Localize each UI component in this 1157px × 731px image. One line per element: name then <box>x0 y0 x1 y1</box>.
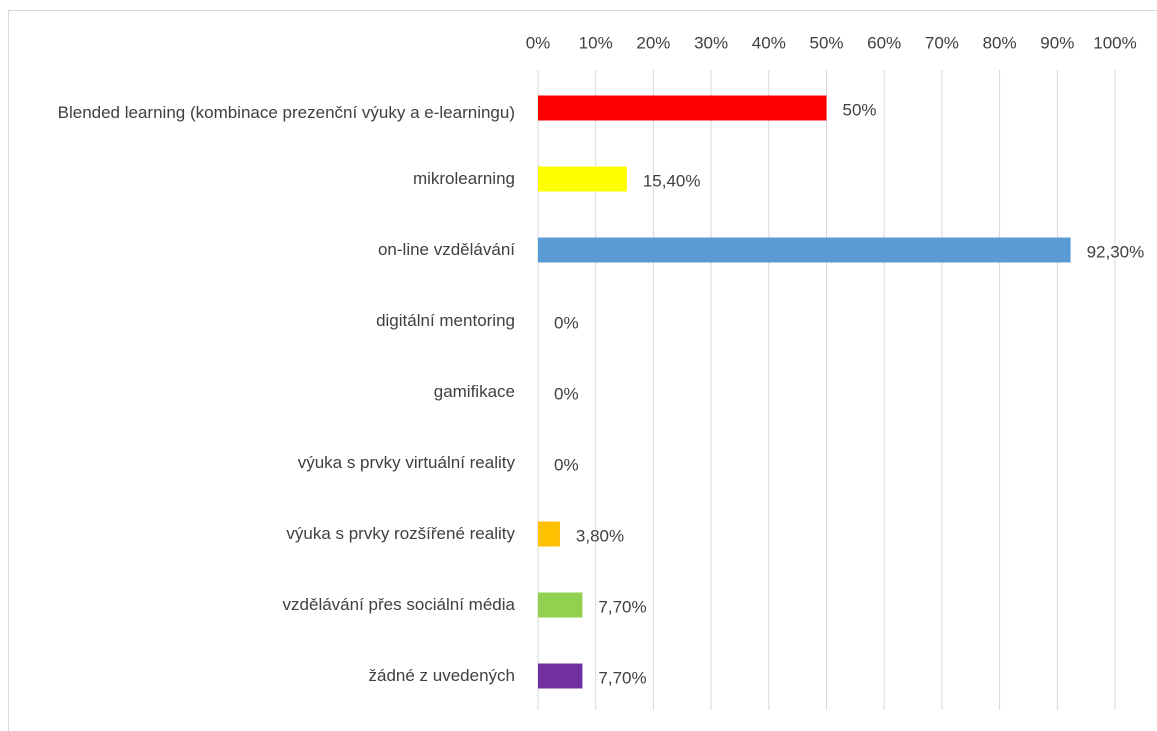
category-label: žádné z uvedených <box>368 666 516 685</box>
data-label: 0% <box>554 384 579 403</box>
category-label: výuka s prvky virtuální reality <box>297 453 515 472</box>
bar <box>538 592 583 618</box>
bar <box>538 166 627 192</box>
category-label: gamifikace <box>433 382 515 401</box>
x-tick-label: 20% <box>636 33 670 52</box>
data-label: 7,70% <box>598 668 646 687</box>
x-tick-label: 40% <box>752 33 786 52</box>
bar <box>538 521 560 547</box>
x-tick-label: 30% <box>694 33 728 52</box>
x-tick-label: 0% <box>526 33 551 52</box>
bar <box>538 663 583 689</box>
bar <box>538 95 827 121</box>
x-tick-label: 10% <box>579 33 613 52</box>
data-label: 50% <box>843 100 877 119</box>
data-label: 7,70% <box>598 597 646 616</box>
x-tick-label: 50% <box>809 33 843 52</box>
x-tick-label: 70% <box>925 33 959 52</box>
x-tick-label: 90% <box>1040 33 1074 52</box>
data-label: 3,80% <box>576 526 624 545</box>
bar <box>538 237 1071 263</box>
category-label: digitální mentoring <box>376 311 515 330</box>
data-label: 92,30% <box>1087 242 1145 261</box>
category-label: vzdělávání přes sociální média <box>282 595 515 614</box>
data-label: 15,40% <box>643 171 701 190</box>
x-tick-label: 60% <box>867 33 901 52</box>
chart-frame <box>8 10 1157 731</box>
data-label: 0% <box>554 313 579 332</box>
x-tick-label: 100% <box>1093 33 1136 52</box>
x-tick-label: 80% <box>983 33 1017 52</box>
category-label: výuka s prvky rozšířené reality <box>286 524 515 543</box>
category-label: Blended learning (kombinace prezenční vý… <box>57 103 515 122</box>
data-label: 0% <box>554 455 579 474</box>
category-label: on-line vzdělávání <box>377 240 515 259</box>
category-label: mikrolearning <box>412 169 515 188</box>
